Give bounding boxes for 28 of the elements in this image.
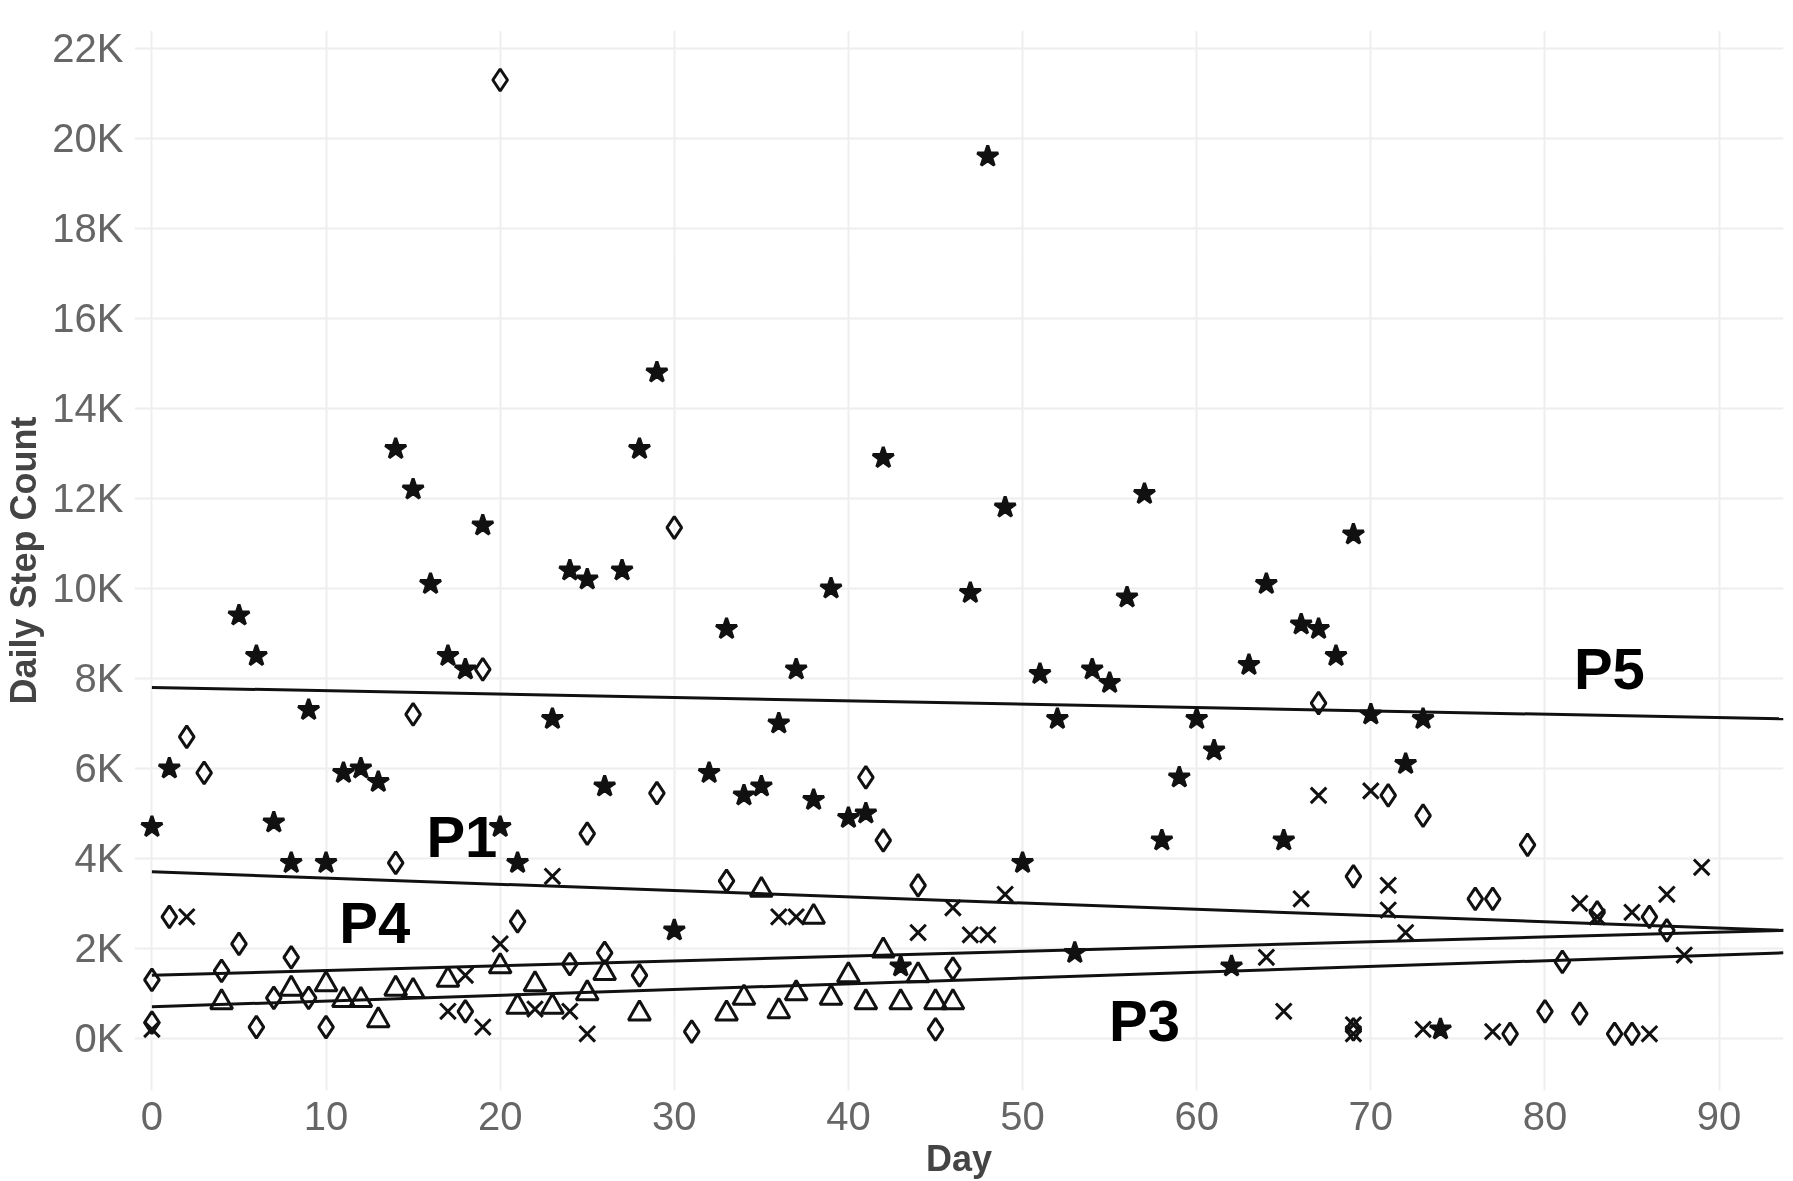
y-tick-label: 4K	[74, 836, 124, 881]
x-tick-label: 20	[477, 1093, 523, 1138]
x-tick-label: 60	[1174, 1093, 1219, 1138]
y-tick-label: 2K	[74, 926, 124, 971]
y-tick-label: 12K	[52, 476, 124, 521]
y-tick-label: 20K	[52, 116, 124, 161]
x-tick-label: 70	[1348, 1093, 1394, 1138]
x-tick-label: 40	[826, 1093, 871, 1138]
y-tick-label: 0K	[74, 1016, 124, 1061]
annotation: P4	[339, 890, 411, 956]
x-tick-label: 10	[303, 1093, 349, 1138]
y-tick-label: 22K	[52, 26, 124, 71]
y-tick-label: 8K	[74, 656, 124, 701]
x-tick-label: 30	[652, 1093, 697, 1138]
y-tick-label: 6K	[74, 746, 124, 791]
x-tick-label: 80	[1522, 1093, 1568, 1138]
y-tick-label: 18K	[52, 206, 124, 251]
x-tick-label: 0	[140, 1093, 164, 1138]
y-tick-label: 14K	[52, 386, 124, 431]
y-axis-title: Daily Step Count	[3, 416, 45, 705]
annotation: P1	[426, 803, 498, 869]
annotation: P5	[1573, 636, 1645, 702]
x-tick-label: 50	[1000, 1093, 1045, 1138]
y-tick-label: 10K	[52, 566, 124, 611]
y-tick-label: 16K	[52, 296, 124, 341]
x-tick-label: 90	[1696, 1093, 1742, 1138]
x-axis-title: Day	[925, 1137, 993, 1179]
annotation: P3	[1108, 987, 1180, 1053]
